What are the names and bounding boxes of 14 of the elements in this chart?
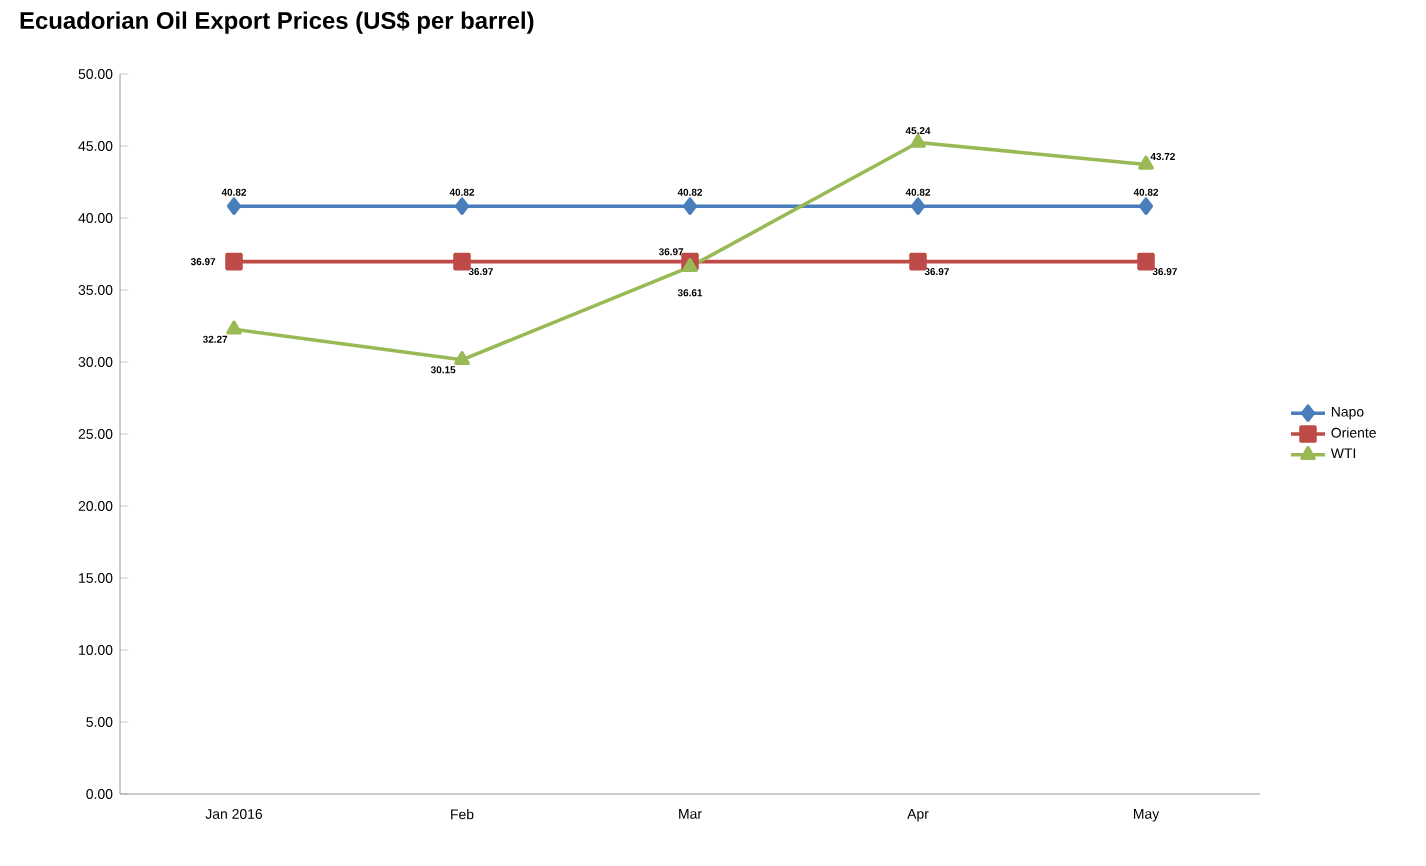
point bbox=[682, 258, 698, 273]
point bbox=[226, 320, 242, 335]
point bbox=[910, 197, 926, 215]
point bbox=[454, 351, 470, 366]
point bbox=[682, 197, 698, 215]
point bbox=[909, 252, 927, 271]
point bbox=[453, 252, 471, 271]
point bbox=[1138, 197, 1154, 215]
point bbox=[225, 252, 243, 271]
point bbox=[1137, 252, 1155, 271]
point bbox=[1138, 155, 1154, 170]
chart-title: Ecuadorian Oil Export Prices (US$ per barrel) bbox=[20, 11, 534, 34]
point bbox=[454, 197, 470, 215]
point bbox=[226, 197, 242, 215]
